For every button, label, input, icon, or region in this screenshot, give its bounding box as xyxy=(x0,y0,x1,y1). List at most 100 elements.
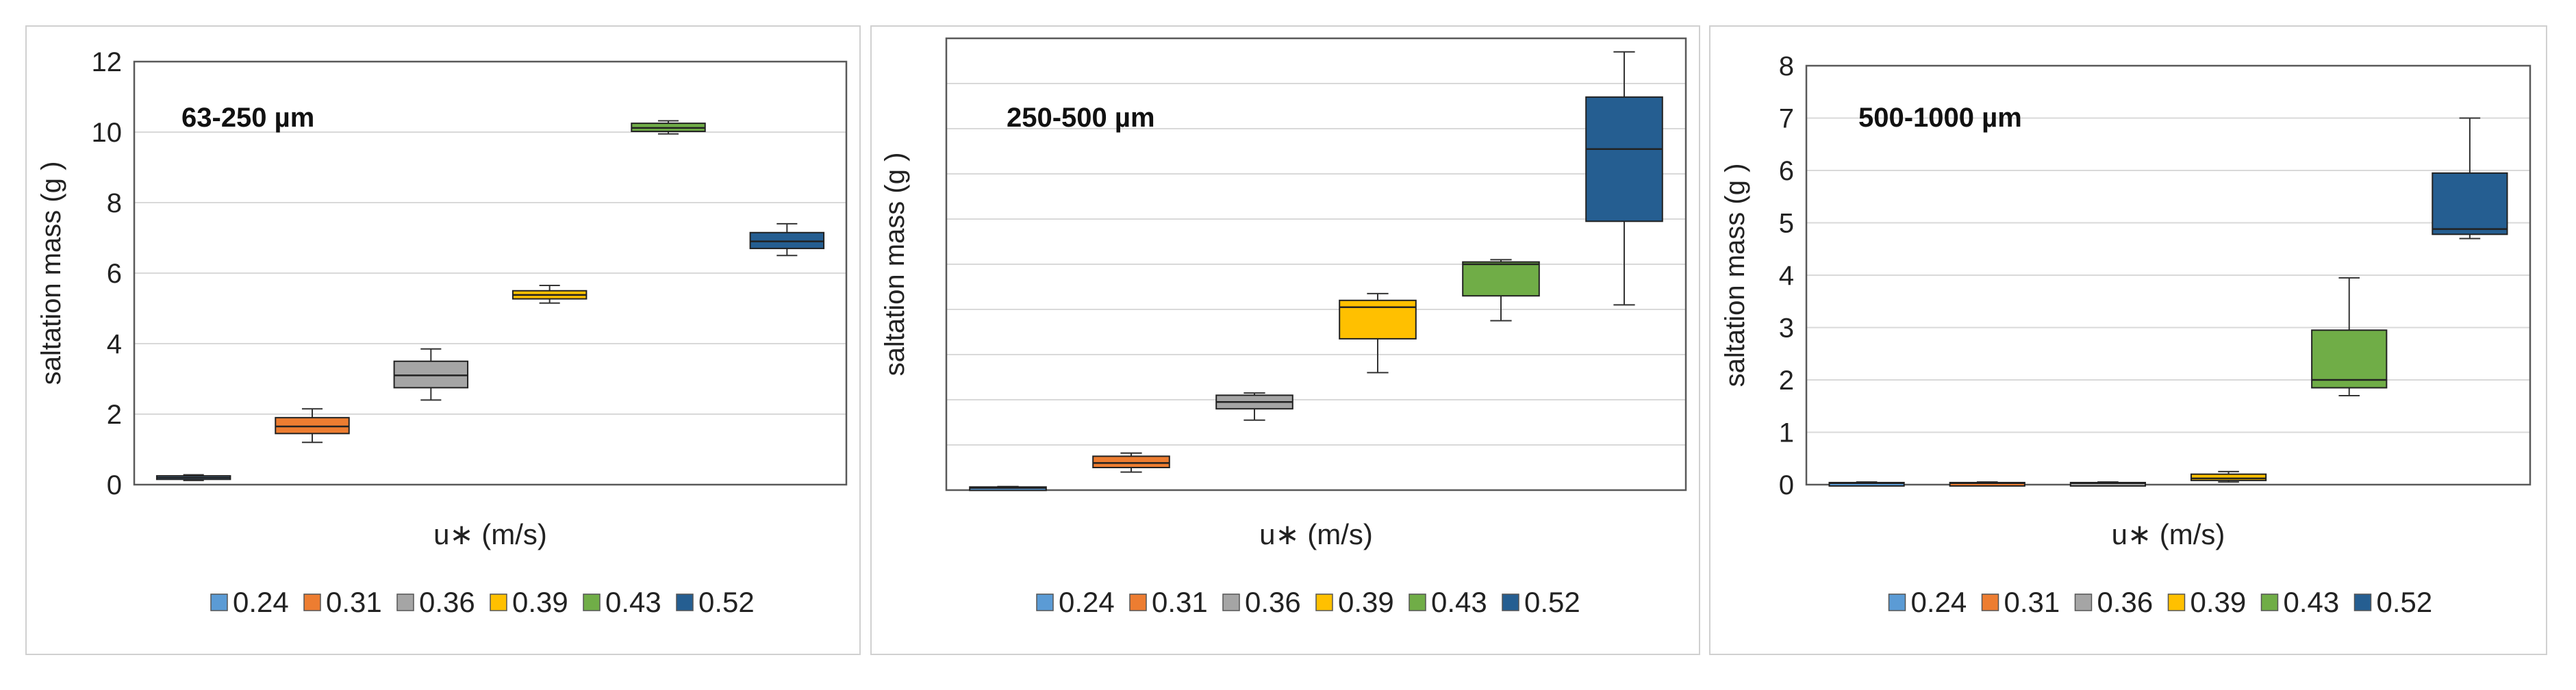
box-iqr xyxy=(2190,473,2267,481)
box-series-0.52 xyxy=(2432,117,2508,240)
legend-item: 0.24 xyxy=(1036,586,1115,618)
legend-item: 0.36 xyxy=(1222,586,1301,618)
box-series-0.43 xyxy=(2311,277,2388,396)
panel-title: 250-500 µm xyxy=(1007,103,1155,133)
legend-label: 0.39 xyxy=(2190,586,2247,618)
legend-swatch xyxy=(396,593,414,611)
plot-area-frame xyxy=(945,37,1687,491)
legend-label: 0.43 xyxy=(2284,586,2340,618)
y-tick-label: 3 xyxy=(1779,314,1794,344)
box-series-0.36 xyxy=(1215,392,1293,421)
legend-item: 0.24 xyxy=(210,586,289,618)
legend: 0.24 0.31 0.36 0.39 0.43 0.52 xyxy=(210,586,755,618)
chart-panel-1: 0 2 4 6 8 10 12 63-250 µm saltation mass (g ) u∗ … xyxy=(25,25,861,655)
y-tick-label: 4 xyxy=(107,329,122,359)
box-series-0.31 xyxy=(1949,481,2025,487)
legend-swatch xyxy=(2074,593,2093,611)
legend-label: 0.43 xyxy=(1431,586,1487,618)
box-series-0.24 xyxy=(969,485,1047,491)
legend-label: 0.31 xyxy=(1152,586,1208,618)
legend-swatch xyxy=(210,593,228,611)
x-axis-label: u∗ (m/s) xyxy=(2112,518,2225,550)
x-axis-label: u∗ (m/s) xyxy=(433,518,547,550)
legend-swatch xyxy=(676,593,694,611)
legend-item: 0.39 xyxy=(1315,586,1394,618)
y-tick-label: 6 xyxy=(107,259,122,289)
legend-item: 0.31 xyxy=(1981,586,2060,618)
y-tick-label: 2 xyxy=(1779,366,1794,396)
legend-swatch xyxy=(1036,593,1054,611)
legend-item: 0.39 xyxy=(2167,586,2247,618)
legend-swatch xyxy=(1981,593,1999,611)
y-tick-label: 0 xyxy=(107,470,122,500)
legend-swatch xyxy=(1502,593,1519,611)
y-tick-label: 7 xyxy=(1779,104,1794,134)
legend-label: 0.52 xyxy=(698,586,755,618)
legend-swatch xyxy=(1129,593,1147,611)
legend-label: 0.39 xyxy=(512,586,568,618)
box-series-0.24 xyxy=(1828,481,1905,487)
legend-item: 0.52 xyxy=(2353,586,2433,618)
y-tick-label: 5 xyxy=(1779,209,1794,239)
legend-item: 0.24 xyxy=(1888,586,1967,618)
legend: 0.24 0.31 0.36 0.39 0.43 0.52 xyxy=(1888,586,2433,618)
legend-swatch xyxy=(2167,593,2186,611)
box-iqr xyxy=(1462,261,1540,297)
legend-swatch xyxy=(1888,593,1906,611)
box-series-0.43 xyxy=(1462,259,1540,322)
box-iqr xyxy=(1585,96,1663,222)
box-series-0.43 xyxy=(631,120,706,135)
legend-label: 0.36 xyxy=(419,586,475,618)
legend-item: 0.43 xyxy=(583,586,661,618)
box-iqr xyxy=(1339,299,1417,340)
legend-swatch xyxy=(2260,593,2279,611)
x-axis-label: u∗ (m/s) xyxy=(1259,518,1373,550)
panel-border xyxy=(870,25,1700,655)
legend-label: 0.39 xyxy=(1338,586,1394,618)
legend-label: 0.24 xyxy=(233,586,289,618)
box-series-0.39 xyxy=(512,285,588,304)
legend-label: 0.43 xyxy=(605,586,661,618)
box-series-0.39 xyxy=(1339,292,1417,374)
legend-swatch xyxy=(1409,593,1426,611)
y-tick-label: 6 xyxy=(1779,156,1794,186)
legend-label: 0.52 xyxy=(2377,586,2433,618)
box-series-0.31 xyxy=(275,408,350,444)
box-iqr xyxy=(275,417,350,435)
y-axis-label: saltation mass (g ) xyxy=(1720,164,1750,387)
box-series-0.52 xyxy=(749,222,825,257)
legend-item: 0.36 xyxy=(2074,586,2154,618)
legend-item: 0.39 xyxy=(490,586,568,618)
y-tick-label: 10 xyxy=(92,118,123,148)
legend-swatch xyxy=(583,593,601,611)
legend-label: 0.24 xyxy=(1059,586,1115,618)
box-iqr xyxy=(1092,455,1170,468)
panel-border xyxy=(1709,25,2547,655)
legend-label: 0.36 xyxy=(2097,586,2154,618)
y-axis-label: saltation mass (g ) xyxy=(880,153,910,376)
box-series-0.31 xyxy=(1092,452,1170,473)
chart-panel-2: 250-500 µm saltation mass (g ) u∗ (m/s) 0.2… xyxy=(870,25,1700,655)
box-series-0.36 xyxy=(2069,481,2147,487)
box-iqr xyxy=(2432,172,2508,235)
legend-swatch xyxy=(2353,593,2372,611)
legend-item: 0.36 xyxy=(396,586,475,618)
legend-swatch xyxy=(1315,593,1333,611)
plot-area-frame xyxy=(1805,64,2531,486)
legend-label: 0.36 xyxy=(1245,586,1301,618)
legend-item: 0.31 xyxy=(1129,586,1208,618)
y-tick-label: 1 xyxy=(1779,418,1794,448)
plot-area-frame xyxy=(133,60,848,486)
legend: 0.24 0.31 0.36 0.39 0.43 0.52 xyxy=(1036,586,1580,618)
box-series-0.24 xyxy=(155,474,231,481)
y-axis-label: saltation mass (g ) xyxy=(36,162,66,385)
chart-panel-3: 0 1 2 3 4 5 6 7 8 500-1000 µm saltation mass (g ) u… xyxy=(1709,25,2547,655)
legend-swatch xyxy=(1222,593,1240,611)
box-series-0.39 xyxy=(2190,470,2267,483)
box-series-0.36 xyxy=(393,348,469,401)
box-iqr xyxy=(749,231,825,249)
legend-item: 0.43 xyxy=(2260,586,2340,618)
legend-swatch xyxy=(490,593,507,611)
box-iqr xyxy=(393,360,469,389)
